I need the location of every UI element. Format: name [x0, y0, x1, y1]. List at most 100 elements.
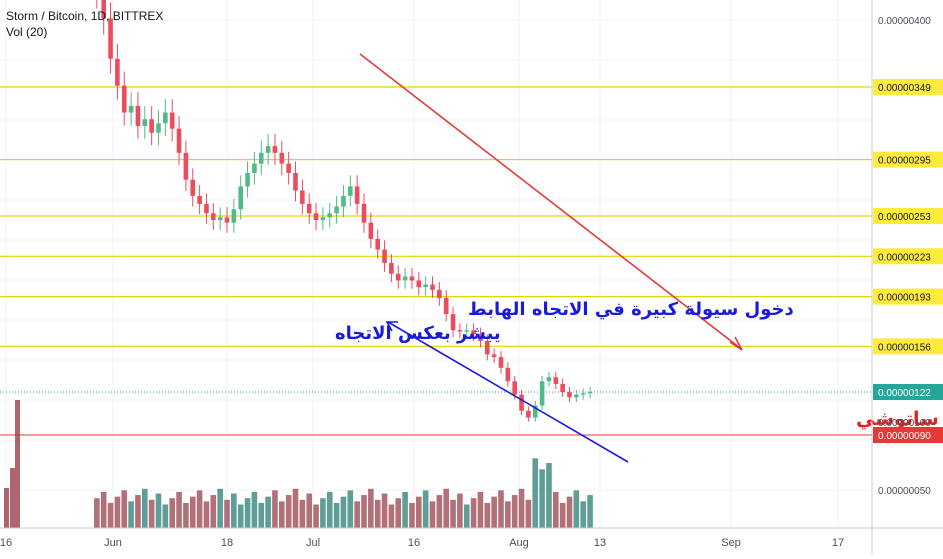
- level-label-6: 0.00000090: [878, 431, 931, 442]
- current-price-label: 0.00000122: [878, 388, 931, 399]
- volume-bar-5: [121, 490, 128, 528]
- candle-body-27: [272, 146, 278, 153]
- volume-bar-8: [142, 488, 148, 528]
- candle-body-73: [587, 392, 593, 394]
- volume-bar-6: [128, 501, 134, 528]
- candle-body-20: [224, 217, 230, 223]
- candle-body-8: [142, 119, 148, 126]
- candle-body-9: [149, 119, 154, 133]
- candle-body-38: [348, 186, 353, 196]
- volume-bar-54: [457, 493, 463, 528]
- volume-bar-10: [155, 493, 162, 528]
- time-axis-label-5: Aug: [509, 537, 529, 549]
- volume-bar-60: [498, 490, 504, 528]
- volume-bar-31: [299, 499, 306, 528]
- volume-bar-35: [326, 491, 333, 528]
- volume-bar-30: [292, 488, 299, 528]
- price-axis-label-2: 0.00000050: [878, 486, 931, 497]
- volume-bar-24: [251, 491, 258, 528]
- candle-body-5: [121, 85, 127, 113]
- volume-arrow: [387, 321, 629, 463]
- volume-bar-63: [518, 488, 525, 528]
- candle-body-29: [286, 163, 291, 173]
- candle-body-51: [437, 289, 442, 298]
- candle-body-19: [217, 217, 223, 221]
- volume-bar-38: [347, 490, 354, 528]
- candle-body-17: [204, 203, 209, 214]
- candle-body-35: [327, 213, 333, 218]
- level-tag-1: [873, 151, 943, 168]
- candle-body-68: [553, 377, 559, 384]
- time-axis-label-4: 16: [408, 537, 420, 549]
- time-axis: 16 Jun 18 Jul 16 Aug 13 Sep 17: [0, 527, 943, 549]
- volume-bar-27: [272, 490, 278, 528]
- volume-bar-71: [573, 490, 580, 528]
- volume-bar-13: [176, 491, 182, 528]
- candle-body-64: [526, 410, 531, 418]
- volume-bar-43: [381, 493, 388, 528]
- volume-arrowhead: [385, 321, 398, 332]
- level-label-5: 0.00000156: [878, 342, 931, 353]
- candle-body-72: [580, 393, 586, 395]
- candle-body-6: [128, 105, 134, 113]
- volume-bar-70: [566, 496, 573, 528]
- level-label-3: 0.00000223: [878, 252, 931, 263]
- volume-bar-25: [258, 502, 265, 528]
- candle-body-15: [190, 179, 196, 196]
- volume-bar-37: [340, 496, 347, 528]
- level-label-4: 0.00000193: [878, 293, 931, 304]
- annotation-volume-line2: يبشر بعكس الاتجاه: [335, 323, 501, 344]
- volume-bar-66: [539, 469, 545, 528]
- candle-body-16: [197, 195, 202, 204]
- price-axis: 0.00000349 0.00000295 0.00000253 0.00000223…: [871, 0, 943, 554]
- candle-body-54: [457, 330, 463, 332]
- volume-bar-15: [189, 496, 196, 528]
- volume-bar-18: [210, 495, 217, 528]
- candle-body-58: [485, 340, 490, 355]
- volume-bar-32: [306, 493, 312, 528]
- candle-body-30: [293, 172, 298, 191]
- candle-body-52: [443, 297, 449, 315]
- volume-bar-33: [313, 504, 319, 528]
- candle-body-62: [512, 381, 517, 395]
- volume-bar-19: [217, 488, 223, 528]
- volume-bar-4: [114, 496, 121, 528]
- time-axis-label-0: 16: [0, 537, 12, 549]
- volume-bar-42: [374, 499, 381, 528]
- level-tag-5: [873, 338, 943, 355]
- volume-bar-57: [477, 491, 484, 528]
- level-tag-4: [873, 288, 943, 305]
- volume-bar-50: [429, 501, 436, 528]
- candle-body-11: [163, 112, 168, 124]
- volume-bar-3: [107, 502, 114, 528]
- candle-body-40: [361, 203, 367, 223]
- candle-body-70: [567, 392, 572, 398]
- candle-body-31: [300, 190, 305, 204]
- candlesticks: [96, 0, 593, 422]
- level-tag-0: [873, 79, 943, 95]
- volume-bar-49: [422, 490, 429, 528]
- candle-body-25: [258, 152, 264, 164]
- volume-bar-40: [361, 495, 367, 528]
- candle-body-53: [450, 314, 456, 331]
- volume-bar-69: [559, 502, 566, 528]
- volume-bar-53: [450, 499, 456, 528]
- volume-bar-16: [196, 490, 203, 528]
- volume-bar-26: [265, 496, 271, 528]
- candle-body-23: [245, 172, 250, 187]
- volume-bar-47: [409, 502, 415, 528]
- volume-bar-9: [148, 499, 155, 528]
- candle-body-12: [169, 112, 175, 129]
- volume-bar-17: [203, 501, 210, 528]
- candle-body-67: [546, 377, 552, 382]
- volume-bar-58: [484, 502, 491, 528]
- candle-body-60: [498, 357, 504, 368]
- candle-body-39: [354, 186, 360, 204]
- candle-body-44: [389, 263, 394, 274]
- volume-bar-29: [285, 495, 292, 528]
- volume-bar-68: [553, 491, 559, 528]
- level-tag-6: [873, 427, 943, 443]
- time-axis-label-6: 13: [594, 537, 606, 549]
